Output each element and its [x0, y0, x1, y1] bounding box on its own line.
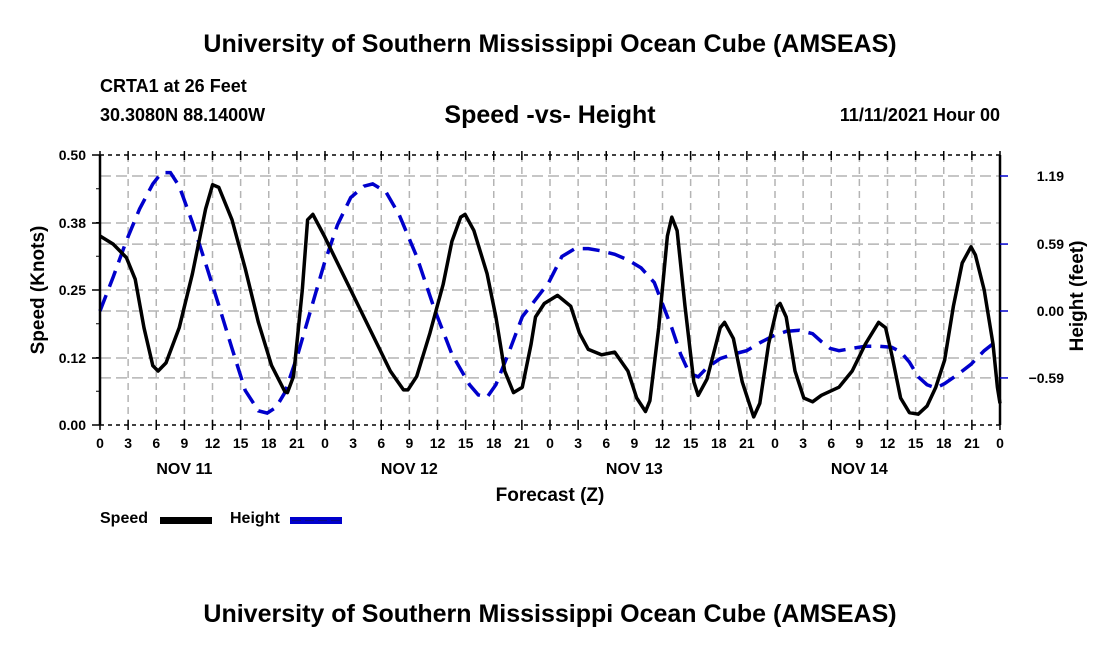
x-tick-label: 9	[630, 435, 638, 451]
y2-axis-title: Height (feet)	[1067, 241, 1088, 352]
x-tick-label: 0	[771, 435, 779, 451]
y-tick-label: 0.25	[59, 282, 86, 298]
forecast-date: 11/11/2021 Hour 00	[839, 105, 1000, 125]
x-tick-label: 12	[205, 435, 221, 451]
legend-height-label: Height	[230, 510, 280, 527]
x-tick-label: 0	[546, 435, 554, 451]
height-series	[98, 170, 1002, 415]
legend-speed-swatch	[160, 517, 212, 524]
chart-subtitle: Speed -vs- Height	[444, 101, 656, 129]
speed-line	[99, 182, 1002, 419]
x-tick-label: 18	[936, 435, 952, 451]
legend-speed-label: Speed	[100, 510, 149, 527]
x-tick-label: 3	[574, 435, 582, 451]
x-tick-label: 18	[486, 435, 502, 451]
x-tick-label: 21	[964, 435, 980, 451]
main-title: University of Southern Mississippi Ocean…	[203, 30, 897, 58]
date-label: NOV 11	[156, 461, 212, 478]
x-tick-label: 9	[855, 435, 863, 451]
axis-labels: 0 3 6 9 12 15 18 21 0 3 6 9 12 15 18 21 0 3 6 9 12 15 18 21 0 3 6 9…	[28, 147, 1088, 506]
x-tick-label: 15	[458, 435, 474, 451]
y2-tick-label: 1.19	[1037, 168, 1064, 184]
x-tick-label: 21	[289, 435, 305, 451]
x-tick-label: 6	[152, 435, 160, 451]
x-tick-label: 6	[602, 435, 610, 451]
speed-series	[99, 182, 1002, 419]
x-tick-label: 6	[827, 435, 835, 451]
y-tick-label: 0.50	[59, 147, 86, 163]
x-tick-label: 0	[996, 435, 1004, 451]
axes	[92, 151, 1008, 430]
grid	[100, 155, 1000, 425]
legend-height-swatch	[290, 517, 342, 524]
x-tick-label: 18	[261, 435, 277, 451]
x-tick-label: 12	[430, 435, 446, 451]
x-tick-label: 18	[711, 435, 727, 451]
x-tick-label: 21	[739, 435, 755, 451]
y2-tick-label: −0.59	[1029, 370, 1065, 386]
x-tick-label: 15	[908, 435, 924, 451]
x-tick-label: 15	[233, 435, 249, 451]
footer-title: University of Southern Mississippi Ocean…	[203, 600, 897, 628]
x-tick-label: 12	[880, 435, 896, 451]
x-tick-label: 3	[124, 435, 132, 451]
x-tick-label: 21	[514, 435, 530, 451]
y-tick-label: 0.00	[59, 417, 86, 433]
x-tick-label: 9	[180, 435, 188, 451]
y2-tick-label: 0.00	[1037, 303, 1064, 319]
y-tick-label: 0.12	[59, 350, 86, 366]
x-axis-title: Forecast (Z)	[496, 485, 605, 506]
date-label: NOV 13	[606, 461, 663, 478]
coordinates-label: 30.3080N 88.1400W	[100, 105, 266, 125]
station-label: CRTA1 at 26 Feet	[100, 76, 247, 96]
x-tick-label: 12	[655, 435, 671, 451]
y-axis-title: Speed (Knots)	[28, 226, 49, 355]
y2-tick-label: 0.59	[1037, 236, 1064, 252]
x-tick-label: 6	[377, 435, 385, 451]
x-tick-label: 3	[799, 435, 807, 451]
x-tick-label: 3	[349, 435, 357, 451]
x-tick-label: 0	[96, 435, 104, 451]
date-label: NOV 14	[831, 461, 888, 478]
x-tick-label: 0	[321, 435, 329, 451]
height-line	[98, 170, 1002, 415]
x-tick-label: 15	[683, 435, 699, 451]
y-tick-label: 0.38	[59, 215, 86, 231]
x-tick-label: 9	[405, 435, 413, 451]
date-label: NOV 12	[381, 461, 438, 478]
